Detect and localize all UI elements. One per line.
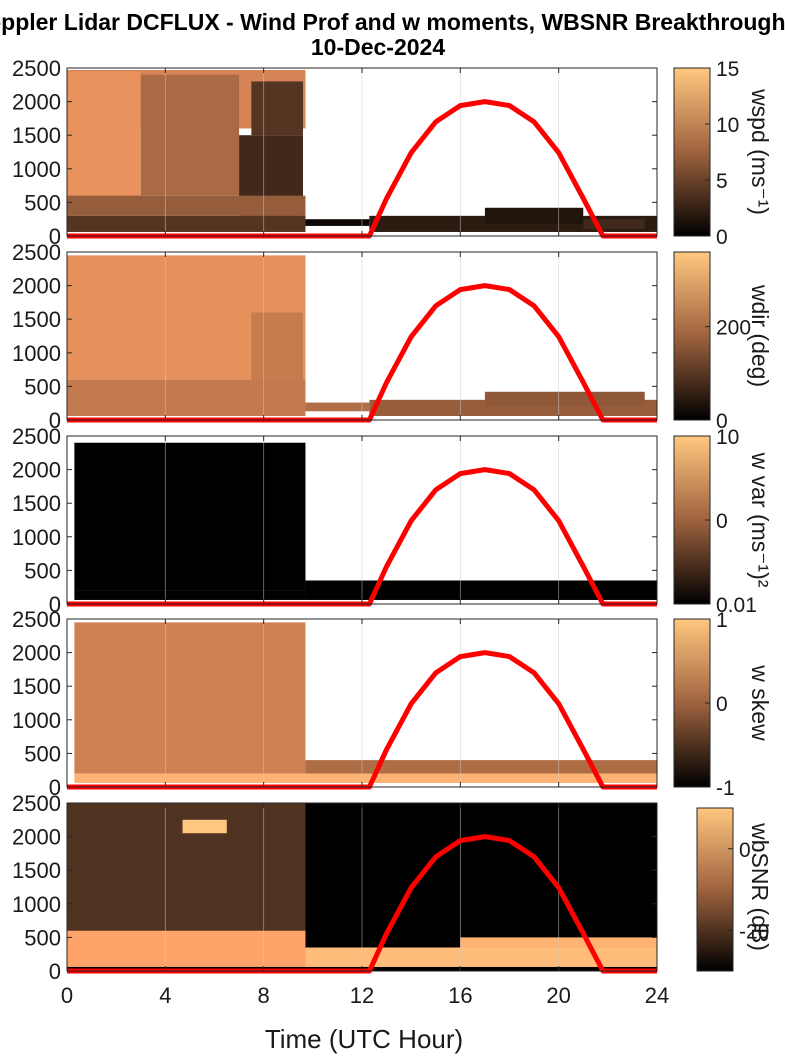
heatmap-cell xyxy=(67,71,141,203)
heatmap-cell xyxy=(305,402,370,412)
heatmap-cell xyxy=(305,580,657,600)
colorbar-label: wbSNR (dB) xyxy=(747,822,773,951)
y-tick-label: 500 xyxy=(24,190,61,215)
x-tick-label: 12 xyxy=(350,983,374,1008)
colorbar-label: w var (ms⁻¹)² xyxy=(747,452,773,588)
heatmap-cell xyxy=(67,215,306,232)
colorbar xyxy=(673,251,711,421)
overlay-line xyxy=(67,467,657,607)
heatmap-cell xyxy=(182,819,227,834)
heatmap-cell xyxy=(305,219,370,226)
y-tick-label: 1000 xyxy=(12,525,61,550)
x-tick-label: 24 xyxy=(645,983,669,1008)
y-tick-label: 0 xyxy=(49,775,61,800)
y-tick-label: 2000 xyxy=(12,825,61,850)
y-tick-label: 1500 xyxy=(12,674,61,699)
colorbar-tick-label: 15 xyxy=(716,58,739,81)
colorbar-tick-label: 0 xyxy=(739,839,751,862)
y-tick-label: 1000 xyxy=(12,157,61,182)
y-tick-label: 2000 xyxy=(12,274,61,299)
colorbar-tick-label: -20 xyxy=(739,920,769,943)
y-tick-label: 500 xyxy=(24,374,61,399)
heatmap-cell xyxy=(74,622,306,774)
x-tick-label: 4 xyxy=(159,983,171,1008)
y-tick-label: 2500 xyxy=(12,240,61,265)
y-tick-label: 0 xyxy=(49,959,61,984)
overlay-line xyxy=(67,283,657,423)
colorbar-label: wspd (ms⁻¹) xyxy=(747,88,773,215)
y-tick-label: 2000 xyxy=(12,90,61,115)
y-tick-label: 1000 xyxy=(12,892,61,917)
chart-title-line1: Doppler Lidar DCFLUX - Wind Prof and w m… xyxy=(0,9,785,35)
x-tick-label: 16 xyxy=(448,983,472,1008)
heatmap-cell xyxy=(583,219,645,230)
colorbar xyxy=(673,435,711,605)
colorbar-tick-label: -1 xyxy=(716,777,735,800)
colorbar-tick-label: 0 xyxy=(716,510,728,533)
y-tick-label: 2500 xyxy=(12,424,61,449)
y-tick-label: 0 xyxy=(49,592,61,617)
colorbar-tick-label: 0 xyxy=(716,410,728,433)
y-tick-label: 2000 xyxy=(12,458,61,483)
y-tick-label: 500 xyxy=(24,741,61,766)
colorbar-tick-label: 0.01 xyxy=(716,594,757,617)
x-tick-label: 20 xyxy=(546,983,570,1008)
y-tick-label: 1500 xyxy=(12,307,61,332)
y-tick-label: 1500 xyxy=(12,858,61,883)
colorbar-tick-label: 0 xyxy=(716,693,728,716)
heatmap-cell xyxy=(67,930,306,967)
y-tick-label: 2000 xyxy=(12,641,61,666)
y-tick-label: 1000 xyxy=(12,341,61,366)
colorbar-tick-label: 1 xyxy=(716,609,728,632)
x-tick-label: 0 xyxy=(61,983,73,1008)
heatmap-cell xyxy=(305,760,657,774)
heatmap-cell xyxy=(74,773,657,783)
y-tick-label: 2500 xyxy=(12,607,61,632)
heatmap-cell xyxy=(484,391,645,407)
colorbar-tick-label: 5 xyxy=(716,170,728,193)
colorbar xyxy=(673,618,711,788)
overlay-line xyxy=(67,834,657,974)
y-tick-label: 0 xyxy=(49,224,61,249)
heatmap-cell xyxy=(484,207,584,224)
overlay-line xyxy=(67,650,657,790)
heatmap-cell xyxy=(74,590,306,600)
colorbar-tick-label: 10 xyxy=(716,426,739,449)
y-tick-label: 0 xyxy=(49,408,61,433)
colorbar-tick-label: 0 xyxy=(716,226,728,249)
colorbar-label: wdir (deg) xyxy=(747,284,773,387)
heatmap-cell xyxy=(140,74,240,196)
panel-w-skewness: 0 500 1000 1500 2000 2500 -1 0 1 w skew xyxy=(12,607,773,800)
y-tick-label: 1000 xyxy=(12,708,61,733)
colorbar-label: w skew xyxy=(747,664,773,741)
heatmap-cell xyxy=(251,81,303,136)
colorbar-tick-label: 10 xyxy=(716,114,739,137)
y-tick-label: 1500 xyxy=(12,123,61,148)
heatmap-cell xyxy=(74,442,306,591)
y-tick-label: 500 xyxy=(24,925,61,950)
chart-title-line2: 10-Dec-2024 xyxy=(311,34,445,60)
heatmap-cell xyxy=(305,947,657,967)
x-axis-label: Time (UTC Hour) xyxy=(265,1024,463,1054)
panel-wind-speed: 0 500 1000 1500 2000 2500 0 5 10 15 wspd (ms⁻¹) xyxy=(12,56,773,249)
colorbar xyxy=(696,807,734,972)
heatmap-cell xyxy=(67,195,306,216)
colorbar-tick-label: 200 xyxy=(716,317,751,340)
y-tick-label: 1500 xyxy=(12,491,61,516)
colorbar xyxy=(673,67,711,237)
heatmap-cell xyxy=(67,379,306,416)
y-tick-label: 2500 xyxy=(12,791,61,816)
overlay-line xyxy=(67,99,657,239)
x-tick-label: 8 xyxy=(258,983,270,1008)
panel-w-variance: 0 500 1000 1500 2000 2500 0.01 0 10 w var (ms⁻¹)² xyxy=(12,424,773,617)
y-tick-label: 500 xyxy=(24,558,61,583)
y-tick-label: 2500 xyxy=(12,56,61,81)
